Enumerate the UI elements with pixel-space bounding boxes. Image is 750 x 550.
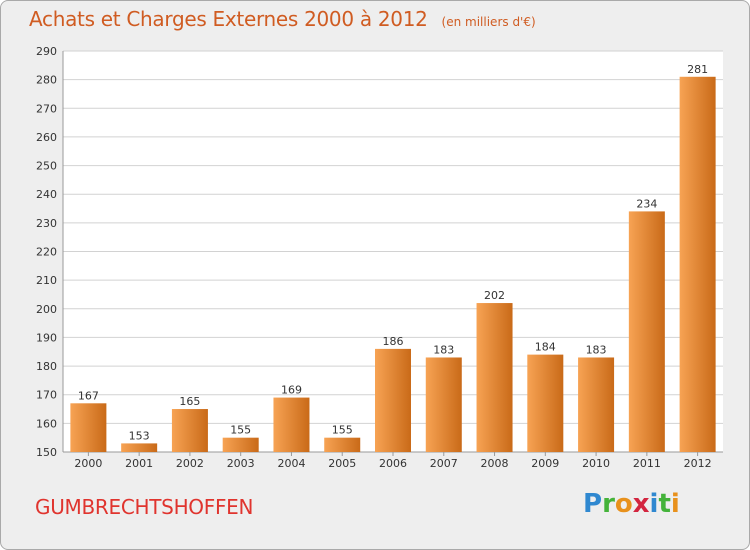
bar-2011 [628, 211, 665, 452]
y-tick-label: 270 [36, 102, 57, 115]
value-label: 167 [78, 389, 99, 402]
x-tick-label: 2011 [633, 457, 661, 470]
y-tick-label: 170 [36, 389, 57, 402]
bar-2000 [70, 403, 107, 452]
title-row: Achats et Charges Externes 2000 à 2012 (… [29, 7, 536, 37]
x-tick-label: 2001 [125, 457, 153, 470]
bar-2004 [273, 397, 310, 452]
chart-title: Achats et Charges Externes 2000 à 2012 [29, 7, 428, 31]
proxiti-logo: Proxiti [583, 489, 680, 519]
x-tick-label: 2010 [582, 457, 610, 470]
x-tick-label: 2002 [176, 457, 204, 470]
value-label: 186 [383, 335, 404, 348]
y-tick-label: 220 [36, 246, 57, 259]
value-label: 165 [179, 395, 200, 408]
bar-2012 [679, 76, 716, 453]
x-tick-label: 2012 [684, 457, 712, 470]
y-tick-label: 190 [36, 331, 57, 344]
y-tick-label: 240 [36, 188, 57, 201]
bar-2006 [375, 348, 411, 452]
value-label: 202 [484, 289, 505, 302]
bar-2005 [324, 437, 361, 452]
x-tick-label: 2007 [430, 457, 458, 470]
value-label: 153 [129, 429, 150, 442]
x-tick-label: 2008 [481, 457, 509, 470]
x-tick-label: 2004 [277, 457, 305, 470]
y-tick-label: 250 [36, 160, 57, 173]
value-label: 155 [332, 424, 353, 437]
x-tick-label: 2005 [328, 457, 356, 470]
y-tick-label: 280 [36, 74, 57, 87]
y-tick-label: 160 [36, 417, 57, 430]
bar-2001 [121, 443, 158, 452]
value-label: 183 [586, 343, 607, 356]
y-tick-label: 260 [36, 131, 57, 144]
x-tick-label: 2003 [227, 457, 255, 470]
value-label: 155 [230, 424, 251, 437]
bar-2010 [578, 357, 615, 452]
value-label: 281 [687, 63, 708, 76]
y-tick-label: 210 [36, 274, 57, 287]
commune-name: GUMBRECHTSHOFFEN [35, 495, 254, 519]
bar-2009 [527, 354, 564, 452]
value-label: 169 [281, 384, 302, 397]
chart-subtitle: (en milliers d'€) [441, 15, 536, 29]
x-tick-label: 2009 [531, 457, 559, 470]
y-tick-label: 200 [36, 303, 57, 316]
x-tick-label: 2000 [74, 457, 102, 470]
y-tick-label: 290 [36, 45, 57, 58]
y-tick-label: 180 [36, 360, 57, 373]
bar-2003 [222, 437, 259, 452]
bar-2007 [425, 357, 462, 452]
value-label: 234 [636, 197, 657, 210]
y-tick-label: 150 [36, 446, 57, 459]
value-label: 184 [535, 341, 556, 354]
y-tick-label: 230 [36, 217, 57, 230]
bar-chart: 150 160 170 180 190 200 210 220 230 240 250 260 270 2… [36, 45, 723, 470]
value-label: 183 [433, 343, 454, 356]
bar-2008 [476, 303, 513, 452]
bar-2002 [171, 409, 208, 452]
x-tick-label: 2006 [379, 457, 407, 470]
